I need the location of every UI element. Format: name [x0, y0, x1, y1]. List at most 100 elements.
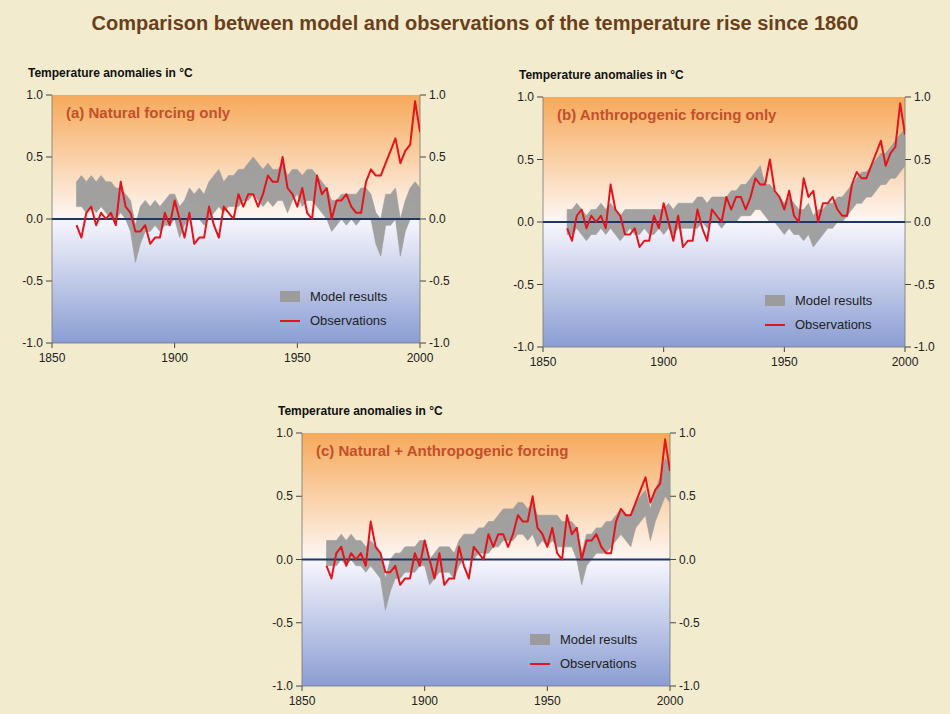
y-tick-label: 1.0	[26, 88, 43, 102]
y2-tick	[420, 157, 426, 158]
y2-tick	[670, 686, 676, 687]
y2-tick-label: -0.5	[429, 274, 450, 288]
x-tick-label: 2000	[657, 694, 684, 708]
y2-tick-label: -0.5	[679, 616, 700, 630]
chart: -1.0-1.0-0.5-0.50.00.00.50.51.01.0185019…	[22, 66, 450, 365]
x-tick	[784, 347, 785, 352]
background	[0, 0, 950, 714]
model-band	[567, 128, 905, 247]
y-tick-label: 0.5	[276, 489, 293, 503]
observations-line	[327, 439, 670, 584]
observations-line	[77, 101, 420, 244]
y2-tick-label: -1.0	[679, 679, 700, 693]
y2-tick	[670, 622, 676, 623]
legend-label: Observations	[310, 313, 387, 328]
x-tick	[424, 686, 425, 691]
y-tick	[296, 559, 302, 560]
y2-tick-label: 1.0	[429, 88, 446, 102]
data	[52, 101, 420, 262]
legend-swatch	[280, 320, 300, 322]
y-tick-label: 0.0	[517, 215, 534, 229]
plot-background	[52, 95, 420, 343]
y-tick-label: 0.0	[26, 212, 43, 226]
legend-swatch	[530, 634, 550, 645]
y2-tick-label: -1.0	[429, 336, 450, 350]
y-tick	[296, 686, 302, 687]
y-tick	[296, 622, 302, 623]
x-tick-label: 2000	[892, 355, 919, 369]
observations-line	[567, 103, 905, 247]
y2-tick	[905, 97, 911, 98]
y-tick-label: 0.0	[276, 553, 293, 567]
y-tick	[296, 496, 302, 497]
legend: Model resultsObservations	[530, 632, 638, 671]
y2-tick	[905, 222, 911, 223]
page-title: Comparison between model and observation…	[92, 12, 859, 34]
x-tick-label: 1950	[284, 351, 311, 365]
y2-tick	[420, 343, 426, 344]
panel-title: (b) Anthropogenic forcing only	[557, 106, 777, 123]
y-tick	[537, 97, 543, 98]
y-tick	[537, 159, 543, 160]
y2-tick-label: 0.0	[429, 212, 446, 226]
y-tick-label: -0.5	[272, 616, 293, 630]
legend-swatch	[765, 295, 785, 306]
y-tick-label: 0.5	[517, 153, 534, 167]
x-tick-label: 1900	[411, 694, 438, 708]
x-tick	[547, 686, 548, 691]
x-axis	[302, 686, 670, 687]
y-tick	[537, 347, 543, 348]
x-tick	[52, 343, 53, 348]
y-tick	[46, 281, 52, 282]
y-tick	[46, 343, 52, 344]
panel-title: (c) Natural + Anthropogenic forcing	[316, 442, 568, 459]
plot-background	[543, 97, 905, 347]
y2-tick-label: 0.5	[679, 489, 696, 503]
legend-label: Model results	[795, 293, 873, 308]
y-label: Temperature anomalies in °C	[28, 66, 193, 80]
y2-tick-label: 1.0	[914, 90, 931, 104]
x-tick-label: 1900	[161, 351, 188, 365]
y2-tick-label: 0.5	[914, 153, 931, 167]
x-tick	[302, 686, 303, 691]
y2-tick	[670, 496, 676, 497]
y-tick-label: -1.0	[272, 679, 293, 693]
y2-tick-label: -1.0	[914, 340, 935, 354]
x-tick-label: 1950	[771, 355, 798, 369]
x-tick	[663, 347, 664, 352]
y-tick	[537, 284, 543, 285]
data	[543, 103, 905, 247]
y-tick-label: -0.5	[22, 274, 43, 288]
y2-tick-label: 0.5	[429, 150, 446, 164]
chart: -1.0-1.0-0.5-0.50.00.00.50.51.01.0185019…	[272, 404, 700, 708]
y-tick	[537, 222, 543, 223]
x-tick-label: 1850	[530, 355, 557, 369]
y-tick-label: 1.0	[517, 90, 534, 104]
chart: -1.0-1.0-0.5-0.50.00.00.50.51.01.0185019…	[513, 68, 935, 369]
y2-tick	[420, 281, 426, 282]
x-tick	[174, 343, 175, 348]
x-tick	[420, 343, 421, 348]
y2-tick	[420, 95, 426, 96]
y-tick-label: 0.5	[26, 150, 43, 164]
y2-tick	[905, 347, 911, 348]
y-label: Temperature anomalies in °C	[519, 68, 684, 82]
x-tick-label: 1850	[39, 351, 66, 365]
legend-swatch	[280, 291, 300, 302]
legend-label: Model results	[310, 289, 388, 304]
plot-background	[302, 433, 670, 686]
y2-tick	[670, 559, 676, 560]
legend-label: Observations	[560, 656, 637, 671]
x-tick	[905, 347, 906, 352]
y2-tick-label: 0.0	[679, 553, 696, 567]
x-axis	[543, 347, 905, 348]
y2-tick-label: 0.0	[914, 215, 931, 229]
y-tick	[46, 95, 52, 96]
x-tick	[670, 686, 671, 691]
legend: Model results Observations	[280, 289, 388, 328]
y-tick	[296, 433, 302, 434]
y2-tick	[905, 159, 911, 160]
x-tick-label: 1900	[650, 355, 677, 369]
legend-swatch	[765, 324, 785, 326]
y-label: Temperature anomalies in °C	[278, 404, 443, 418]
